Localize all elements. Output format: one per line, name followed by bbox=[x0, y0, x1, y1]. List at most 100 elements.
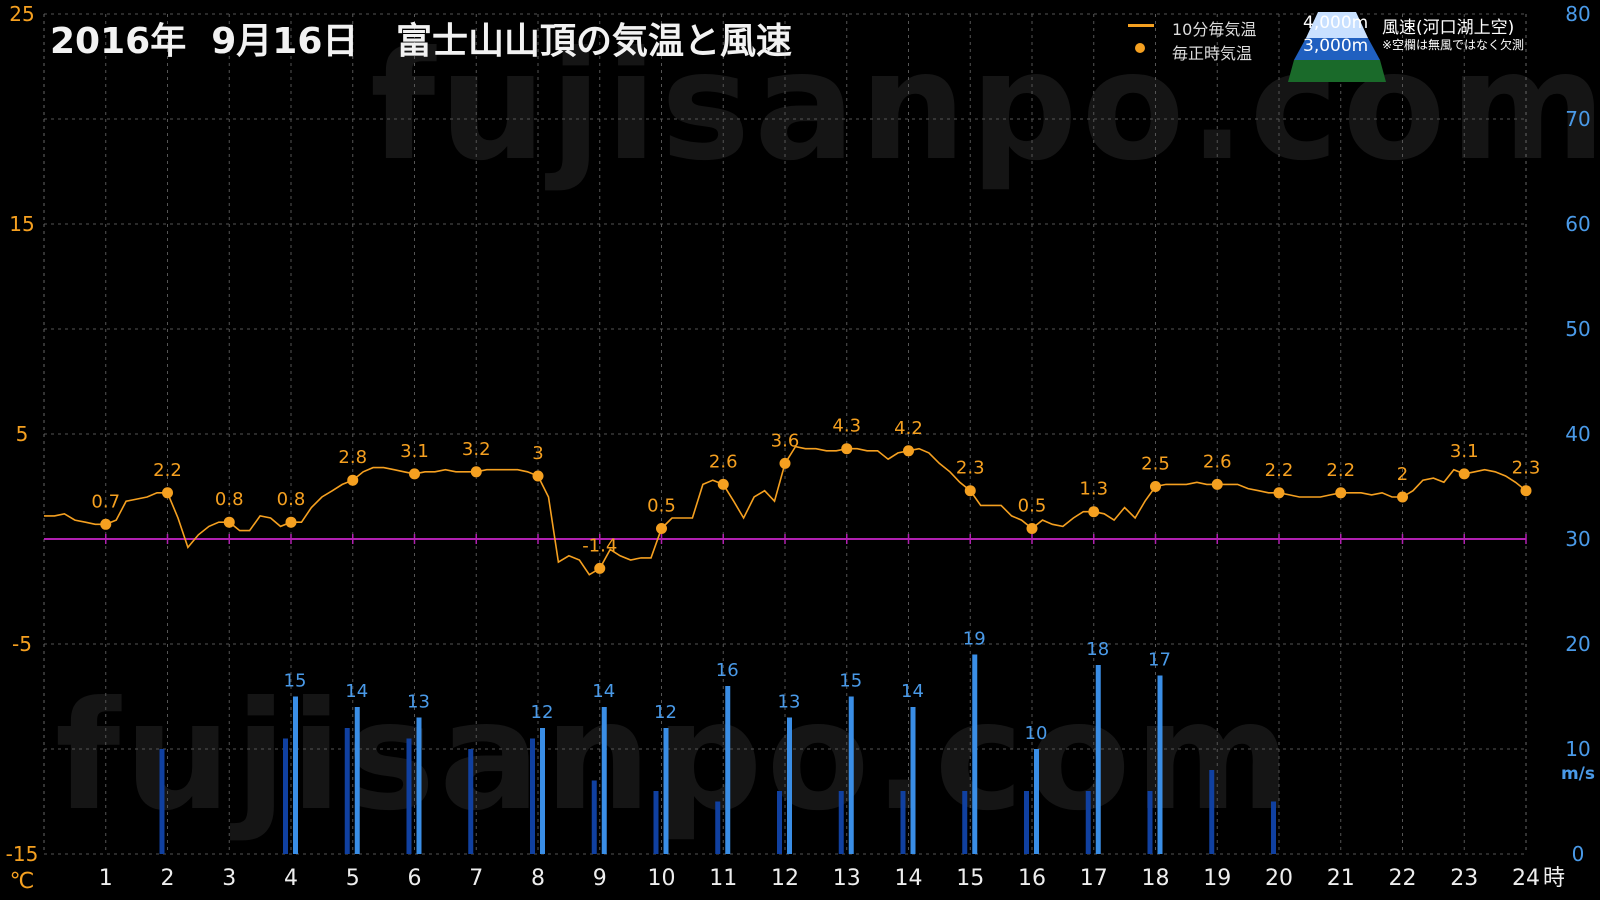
x-tick-label: 12 bbox=[771, 866, 799, 891]
wind-bar-3000m bbox=[591, 780, 597, 854]
wind-bar-4000m bbox=[972, 654, 978, 854]
wind-bar-4000m bbox=[1157, 675, 1163, 854]
temp-hourly-label: 2.8 bbox=[338, 447, 367, 468]
wind-label-4000m: 13 bbox=[407, 692, 430, 713]
wind-bar-3000m bbox=[468, 749, 474, 854]
temp-hourly-label: 4.3 bbox=[832, 416, 861, 437]
wind-label-4000m: 13 bbox=[778, 692, 801, 713]
temp-hourly-label: 2.2 bbox=[1265, 460, 1294, 481]
temp-hourly-point bbox=[903, 445, 914, 457]
chart-title: 2016年 9月16日 富士山山頂の気温と風速 bbox=[50, 21, 793, 62]
legend-temp10-swatch bbox=[1128, 24, 1154, 27]
temp-hourly-label: 0.8 bbox=[215, 489, 244, 510]
x-tick-label: 5 bbox=[346, 866, 360, 891]
temp-hourly-label: 0.7 bbox=[91, 491, 120, 512]
wind-bar-3000m bbox=[900, 791, 906, 854]
y-right-tick-label: 0 bbox=[1572, 842, 1585, 866]
wind-bar-3000m bbox=[1209, 770, 1215, 854]
legend-wind-note: ※空欄は無風ではなく欠測 bbox=[1382, 38, 1525, 52]
legend-alt3000: 3,000m bbox=[1303, 36, 1369, 56]
temp-hourly-label: 0.8 bbox=[277, 489, 306, 510]
temp-hourly-point bbox=[347, 474, 359, 486]
x-tick-label: 4 bbox=[284, 866, 298, 891]
temp-hourly-point bbox=[1520, 485, 1532, 497]
x-tick-label: 1 bbox=[99, 866, 113, 891]
wind-bar-4000m bbox=[1034, 749, 1039, 854]
temp-hourly-point bbox=[1335, 487, 1347, 499]
x-tick-label: 16 bbox=[1018, 866, 1046, 891]
temp-hourly-label: 2.6 bbox=[1203, 451, 1232, 472]
temp-hourly-point bbox=[409, 468, 420, 480]
wind-bar-3000m bbox=[838, 791, 844, 854]
temp-hourly-label: 3.1 bbox=[400, 441, 429, 462]
wind-bar-3000m bbox=[159, 749, 165, 854]
y-left-tick-label: -5 bbox=[12, 632, 32, 656]
y-right-tick-label: 20 bbox=[1565, 632, 1590, 656]
y-left-tick-label: 5 bbox=[16, 422, 29, 446]
x-tick-label: 13 bbox=[833, 866, 861, 891]
temp-hourly-point bbox=[1273, 487, 1285, 499]
y-right-tick-label: 50 bbox=[1565, 317, 1590, 341]
x-tick-label: 3 bbox=[222, 866, 236, 891]
x-tick-label: 21 bbox=[1327, 866, 1355, 891]
temp-hourly-point bbox=[1458, 468, 1470, 480]
y-right-tick-label: 40 bbox=[1565, 422, 1590, 446]
wind-bar-4000m bbox=[725, 686, 731, 854]
wind-bar-4000m bbox=[293, 696, 298, 854]
legend-alt4000: 4,000m bbox=[1303, 13, 1369, 33]
wind-bar-4000m bbox=[540, 728, 545, 854]
x-tick-label: 2 bbox=[161, 866, 175, 891]
wind-label-4000m: 15 bbox=[284, 671, 307, 692]
temp-hourly-label: 2.2 bbox=[153, 460, 182, 481]
temp-hourly-label: 3.1 bbox=[1450, 441, 1479, 462]
temp-hourly-point bbox=[717, 478, 729, 490]
wind-bar-4000m bbox=[416, 717, 422, 854]
legend-wind-label: 風速(河口湖上空) bbox=[1382, 18, 1515, 38]
x-axis-unit: 時 bbox=[1543, 866, 1565, 891]
temp-hourly-point bbox=[964, 485, 976, 497]
x-tick-label: 8 bbox=[531, 866, 545, 891]
x-tick-label: 14 bbox=[895, 866, 923, 891]
temp-hourly-point bbox=[1211, 478, 1223, 490]
temp-hourly-point bbox=[841, 443, 853, 455]
wind-bar-3000m bbox=[1271, 801, 1276, 854]
y-left-tick-label: 15 bbox=[9, 212, 34, 236]
x-tick-label: 15 bbox=[956, 866, 984, 891]
x-tick-label: 19 bbox=[1203, 866, 1231, 891]
temp-hourly-point bbox=[285, 516, 297, 528]
wind-label-4000m: 14 bbox=[592, 681, 615, 702]
x-tick-label: 24 bbox=[1512, 866, 1540, 891]
y-left-tick-label: 25 bbox=[9, 2, 34, 26]
y-left-tick-label: -15 bbox=[6, 842, 39, 866]
temp-hourly-label: 3.2 bbox=[462, 439, 491, 460]
temp-hourly-label: 2.5 bbox=[1141, 454, 1170, 475]
wind-label-4000m: 12 bbox=[654, 702, 677, 723]
wind-label-4000m: 12 bbox=[531, 702, 554, 723]
temp-hourly-point bbox=[532, 470, 544, 482]
wind-bar-3000m bbox=[1147, 791, 1153, 854]
wind-bar-4000m bbox=[663, 728, 669, 854]
temp-hourly-point bbox=[223, 516, 235, 528]
wind-bar-3000m bbox=[406, 738, 412, 854]
temp-hourly-point bbox=[594, 562, 606, 574]
temp-hourly-label: 0.5 bbox=[647, 496, 676, 517]
y-right-tick-label: 80 bbox=[1565, 2, 1590, 26]
wind-bar-4000m bbox=[787, 717, 792, 854]
temp-hourly-label: 2.3 bbox=[956, 458, 985, 479]
temp-hourly-point bbox=[1026, 523, 1038, 534]
temp-hourly-point bbox=[1088, 506, 1100, 518]
x-tick-label: 18 bbox=[1142, 866, 1170, 891]
wind-bar-4000m bbox=[1095, 665, 1101, 854]
temp-hourly-point bbox=[470, 466, 482, 478]
wind-bar-3000m bbox=[1024, 791, 1029, 854]
wind-bar-3000m bbox=[653, 791, 659, 854]
x-tick-label: 17 bbox=[1080, 866, 1108, 891]
wind-bar-3000m bbox=[962, 791, 968, 854]
wind-bar-4000m bbox=[910, 707, 916, 854]
y-right-tick-label: 30 bbox=[1565, 527, 1590, 551]
temp-hourly-label: -1.4 bbox=[582, 535, 617, 556]
wind-bar-3000m bbox=[283, 738, 288, 854]
x-tick-label: 20 bbox=[1265, 866, 1293, 891]
temp-hourly-label: 2.2 bbox=[1326, 460, 1355, 481]
